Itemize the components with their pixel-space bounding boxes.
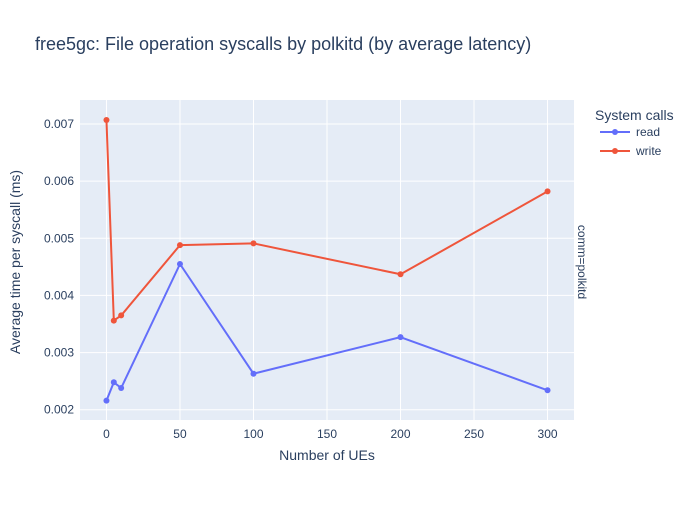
x-tick-label: 250	[464, 427, 484, 441]
legend-items: read write	[600, 125, 662, 158]
legend-label-write: write	[635, 144, 662, 158]
y-tick-label: 0.006	[44, 174, 74, 188]
x-tick-label: 200	[390, 427, 410, 441]
y-tick-label: 0.002	[44, 403, 74, 417]
series-read	[103, 261, 551, 404]
data-point-read[interactable]	[103, 397, 110, 404]
facet-label: comm=polkitd	[575, 225, 589, 299]
grid-lines	[80, 100, 574, 420]
x-tick-label: 100	[243, 427, 263, 441]
legend-marker-read	[612, 129, 618, 135]
y-axis-ticks: 0.002 0.003 0.004 0.005 0.006 0.007	[44, 117, 74, 417]
data-point-read[interactable]	[118, 385, 125, 391]
data-point-write[interactable]	[397, 271, 404, 278]
data-point-write[interactable]	[544, 188, 551, 195]
legend-title: System calls	[595, 107, 674, 123]
legend-item-read[interactable]: read	[600, 125, 660, 139]
x-tick-label: 300	[538, 427, 558, 441]
chart-title: free5gc: File operation syscalls by polk…	[35, 34, 531, 54]
data-point-write[interactable]	[110, 317, 117, 324]
x-tick-label: 0	[103, 427, 110, 441]
y-tick-label: 0.003	[44, 346, 74, 360]
data-point-read[interactable]	[397, 334, 404, 341]
legend: System calls read write	[595, 107, 674, 158]
x-axis-ticks: 0 50 100 150 200 250 300	[103, 427, 558, 441]
x-tick-label: 150	[317, 427, 337, 441]
y-axis-title: Average time per syscall (ms)	[7, 170, 23, 354]
data-point-read[interactable]	[110, 379, 117, 386]
legend-label-read: read	[636, 125, 660, 139]
x-tick-label: 50	[173, 427, 187, 441]
data-point-read[interactable]	[250, 370, 257, 377]
legend-marker-write	[612, 148, 618, 154]
data-point-write[interactable]	[118, 312, 125, 319]
data-point-write[interactable]	[250, 240, 257, 247]
series-write	[103, 117, 551, 324]
x-axis-title: Number of UEs	[279, 447, 375, 463]
data-point-read[interactable]	[544, 387, 551, 394]
data-point-write[interactable]	[103, 117, 110, 123]
legend-item-write[interactable]: write	[600, 144, 662, 158]
y-tick-label: 0.005	[44, 231, 74, 245]
data-point-write[interactable]	[176, 242, 183, 249]
data-point-read[interactable]	[176, 261, 183, 267]
y-tick-label: 0.007	[44, 117, 74, 131]
series-layer	[103, 117, 551, 404]
y-tick-label: 0.004	[44, 288, 74, 302]
